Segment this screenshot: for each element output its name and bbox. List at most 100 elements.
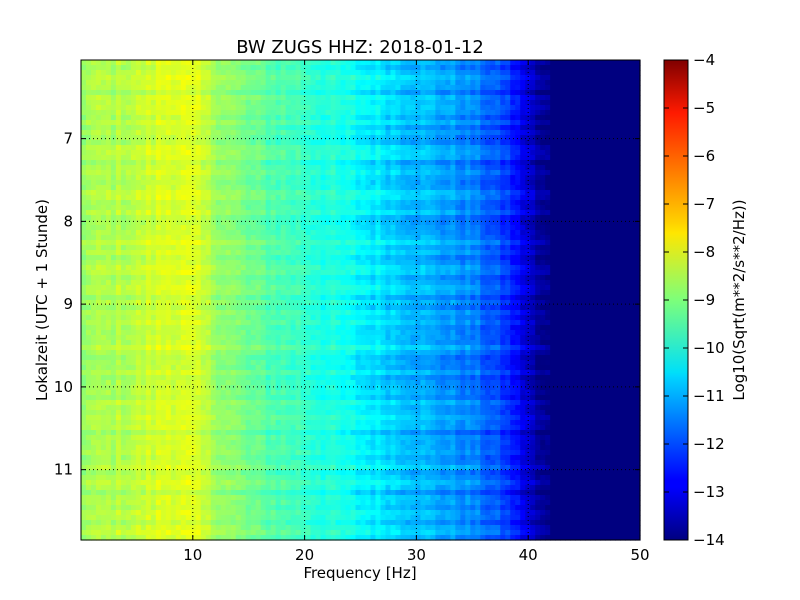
heatmap-cell xyxy=(385,250,392,256)
heatmap-cell xyxy=(615,75,621,81)
heatmap-cell xyxy=(305,120,312,126)
heatmap-cell xyxy=(175,90,182,96)
heatmap-cell xyxy=(95,165,102,171)
heatmap-cell xyxy=(305,150,312,156)
heatmap-cell xyxy=(495,130,501,136)
heatmap-cell xyxy=(170,230,177,236)
heatmap-cell xyxy=(115,60,122,66)
heatmap-cell xyxy=(455,135,461,141)
heatmap-cell xyxy=(175,95,182,101)
heatmap-cell xyxy=(365,200,372,206)
heatmap-cell xyxy=(595,275,601,281)
heatmap-cell xyxy=(415,190,421,196)
heatmap-cell xyxy=(490,105,496,111)
heatmap-cell xyxy=(105,60,112,66)
heatmap-cell xyxy=(385,160,392,166)
heatmap-cell xyxy=(430,170,436,176)
heatmap-cell xyxy=(500,155,506,161)
heatmap-cell xyxy=(395,220,402,226)
heatmap-cell xyxy=(605,150,611,156)
heatmap-cell xyxy=(230,185,237,191)
heatmap-cell xyxy=(470,220,476,226)
heatmap-cell xyxy=(585,190,591,196)
heatmap-cell xyxy=(290,170,297,176)
heatmap-cell xyxy=(145,205,152,211)
heatmap-cell xyxy=(380,210,387,216)
heatmap-cell xyxy=(505,135,511,141)
heatmap-cell xyxy=(415,70,421,76)
heatmap-cell xyxy=(360,110,367,116)
heatmap-cell xyxy=(190,70,197,76)
heatmap-cell xyxy=(605,185,611,191)
heatmap-cell xyxy=(355,215,362,221)
heatmap-cell xyxy=(110,210,117,216)
heatmap-cell xyxy=(270,275,277,281)
heatmap-cell xyxy=(130,165,137,171)
heatmap-cell xyxy=(215,260,222,266)
heatmap-cell xyxy=(300,120,307,126)
heatmap-cell xyxy=(210,65,217,71)
heatmap-cell xyxy=(590,225,596,231)
heatmap-cell xyxy=(510,150,516,156)
heatmap-cell xyxy=(465,245,471,251)
heatmap-cell xyxy=(330,185,337,191)
heatmap-cell xyxy=(125,150,132,156)
heatmap-cell xyxy=(435,125,441,131)
heatmap-cell xyxy=(355,255,362,261)
heatmap-cell xyxy=(595,175,601,181)
heatmap-cell xyxy=(580,240,586,246)
heatmap-cell xyxy=(85,80,92,86)
heatmap-cell xyxy=(230,135,237,141)
heatmap-cell xyxy=(240,110,247,116)
heatmap-cell xyxy=(530,205,536,211)
heatmap-cell xyxy=(595,150,601,156)
heatmap-cell xyxy=(405,75,412,81)
heatmap-cell xyxy=(605,125,611,131)
heatmap-cell xyxy=(405,185,412,191)
heatmap-cell xyxy=(120,120,127,126)
heatmap-cell xyxy=(470,200,476,206)
heatmap-cell xyxy=(215,70,222,76)
heatmap-cell xyxy=(575,175,581,181)
heatmap-cell xyxy=(200,65,207,71)
heatmap-cell xyxy=(495,235,501,241)
heatmap-cell xyxy=(295,280,302,286)
heatmap-cell xyxy=(205,115,212,121)
heatmap-cell xyxy=(185,75,192,81)
heatmap-cell xyxy=(100,165,107,171)
heatmap-cell xyxy=(480,245,486,251)
heatmap-cell xyxy=(465,250,471,256)
heatmap-cell xyxy=(130,170,137,176)
heatmap-cell xyxy=(465,100,471,106)
heatmap-cell xyxy=(500,195,506,201)
heatmap-cell xyxy=(430,165,436,171)
heatmap-cell xyxy=(140,195,147,201)
heatmap-cell xyxy=(225,235,232,241)
heatmap-cell xyxy=(420,200,426,206)
heatmap-cell xyxy=(81,220,87,226)
heatmap-cell xyxy=(425,140,431,146)
heatmap-cell xyxy=(450,150,456,156)
heatmap-cell xyxy=(585,200,591,206)
heatmap-cell xyxy=(595,70,601,76)
heatmap-cell xyxy=(465,195,471,201)
heatmap-cell xyxy=(145,100,152,106)
heatmap-cell xyxy=(81,155,87,161)
heatmap-cell xyxy=(370,170,377,176)
heatmap-cell xyxy=(490,85,496,91)
heatmap-cell xyxy=(140,255,147,261)
heatmap-cell xyxy=(155,200,162,206)
heatmap-cell xyxy=(250,180,257,186)
heatmap-cell xyxy=(590,155,596,161)
heatmap-cell xyxy=(260,155,267,161)
heatmap-cell xyxy=(360,170,367,176)
heatmap-cell xyxy=(235,90,242,96)
heatmap-cell xyxy=(170,70,177,76)
heatmap-cell xyxy=(445,70,451,76)
heatmap-cell xyxy=(280,280,287,286)
heatmap-cell xyxy=(90,70,97,76)
heatmap-cell xyxy=(620,155,626,161)
heatmap-cell xyxy=(85,75,92,81)
heatmap-cell xyxy=(185,215,192,221)
heatmap-cell xyxy=(215,275,222,281)
